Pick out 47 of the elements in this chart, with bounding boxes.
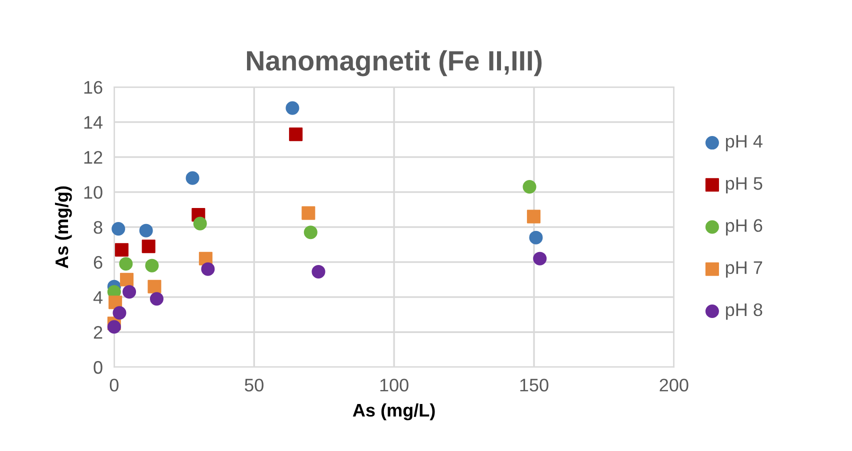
legend-label: pH 4 <box>726 135 762 152</box>
point <box>145 258 159 272</box>
x-tick-label: 0 <box>110 378 118 392</box>
x-tick-label: 200 <box>660 378 688 392</box>
point <box>289 128 303 142</box>
point <box>286 101 300 115</box>
y-tick-label: 16 <box>84 80 102 94</box>
x-axis-title: As (mg/L) <box>352 403 435 420</box>
chart-title: Nanomagnetit (Fe II,III) <box>246 50 542 76</box>
legend-label: pH 6 <box>726 219 762 236</box>
point <box>148 280 162 294</box>
point <box>112 222 126 236</box>
point <box>193 216 207 230</box>
x-tick-label: 50 <box>244 378 264 392</box>
y-tick-label: 4 <box>93 291 103 304</box>
point <box>142 240 156 254</box>
point <box>522 180 536 194</box>
point <box>112 306 126 320</box>
y-tick-label: 8 <box>94 221 102 234</box>
legend-label: pH 8 <box>726 303 762 320</box>
point <box>122 285 136 299</box>
legend-label: pH 5 <box>726 177 762 194</box>
point <box>108 296 122 310</box>
point <box>533 252 547 266</box>
y-tick-label: 10 <box>84 186 102 199</box>
x-tick-label: 150 <box>520 378 548 392</box>
point <box>150 292 164 306</box>
legend-label: pH 7 <box>726 261 762 278</box>
point <box>119 257 133 271</box>
y-axis-title: As (mg/g) <box>54 186 72 268</box>
point <box>114 243 128 257</box>
point <box>186 171 200 185</box>
x-tick-label: 100 <box>380 378 408 392</box>
y-tick-label: 12 <box>84 150 102 164</box>
point <box>120 272 134 286</box>
point <box>201 262 215 276</box>
y-tick-label: 14 <box>84 116 103 129</box>
point <box>302 206 316 220</box>
y-tick-label: 2 <box>94 326 102 339</box>
y-tick-label: 6 <box>94 256 102 269</box>
point <box>526 210 540 224</box>
point <box>529 230 543 244</box>
point <box>304 226 318 240</box>
point <box>312 264 326 278</box>
point <box>107 320 121 334</box>
y-tick-label: 0 <box>94 361 102 374</box>
point <box>139 224 153 238</box>
